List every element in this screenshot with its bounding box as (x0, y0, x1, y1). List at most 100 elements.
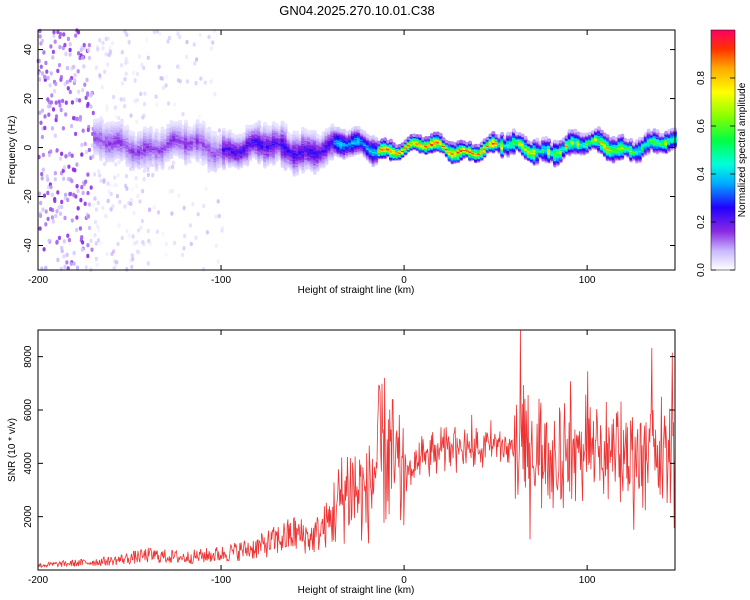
spectrogram-cell (582, 132, 587, 137)
spectrogram-cell (113, 175, 117, 180)
spectrogram-cell (195, 119, 200, 123)
spectrogram-cell (167, 35, 171, 41)
spectrogram-cell (52, 30, 56, 35)
spectrogram-cell (138, 199, 142, 204)
spectrogram-cell (213, 131, 218, 135)
spectrogram-cell (520, 133, 525, 138)
spectrogram-cell (72, 64, 76, 70)
spectrogram-cell (129, 197, 133, 203)
spectrogram-cell (494, 134, 499, 138)
spectrogram-cell (62, 32, 66, 37)
spectrogram-cell (49, 71, 53, 76)
spectrogram-cell (54, 117, 58, 123)
spectrogram-cell (41, 207, 45, 212)
spectrogram-cell (125, 32, 129, 37)
spectrogram-cell (201, 120, 206, 125)
spectrogram-cell (98, 38, 102, 43)
spectrogram-cell (309, 129, 314, 134)
spectrogram-cell (167, 101, 171, 106)
spectrogram-cell (220, 225, 224, 230)
spectrogram-cell (76, 30, 81, 35)
spectrogram-cell (78, 115, 83, 120)
spectrogram-cell (89, 104, 93, 109)
spectrogram-cell (58, 44, 62, 50)
spectrogram-cell (50, 192, 54, 197)
spectrogram-cell (125, 186, 129, 191)
spectrogram-cell (213, 92, 217, 97)
spectrogram-cell (100, 85, 104, 90)
spectrogram-cell (342, 128, 346, 133)
spectrogram-cell (46, 177, 50, 182)
spectrogram-cell (204, 128, 209, 132)
spectrogram-cell (77, 51, 81, 56)
spectrogram-cell (125, 267, 129, 272)
spectrogram-cell (167, 165, 172, 171)
spectrogram-cell (48, 103, 52, 109)
spectrogram-cell (87, 43, 91, 48)
spectrogram-cell (330, 123, 335, 127)
spectrogram-cell (68, 78, 72, 83)
spectrogram-cell (60, 204, 64, 210)
spectrogram-cell (53, 89, 57, 94)
spectrogram-cell (66, 86, 70, 91)
spectrogram-cell (116, 241, 120, 247)
spectrogram-cell (56, 257, 60, 263)
spectrogram-cell (450, 141, 455, 145)
spectrogram-cell (85, 92, 90, 98)
spectrogram-cell (142, 101, 147, 107)
spectrogram-cell (38, 77, 42, 82)
spectrogram-cell (462, 140, 466, 144)
spectrogram-cell (196, 212, 200, 217)
spectrogram-cell (473, 143, 478, 148)
spectrogram-cell (43, 114, 47, 119)
spectrogram-cell (57, 62, 62, 68)
spectrogram-cell (594, 128, 598, 132)
spectrogram-cell (66, 36, 70, 42)
spectrogram-cell (152, 205, 156, 210)
spectrogram-cell (52, 33, 56, 38)
spectrogram-cell (131, 234, 135, 239)
spectrogram-cell (48, 83, 52, 88)
spectrogram-cell (122, 97, 126, 102)
spectrogram-cell (145, 37, 149, 42)
spectrogram-cell (55, 148, 59, 153)
spectrogram-cell (214, 243, 218, 248)
spectrogram-cell (47, 152, 52, 158)
spectrogram-cell (87, 225, 92, 231)
spectrogram-cell (202, 267, 206, 272)
spectrogram-cell (67, 164, 71, 169)
spectrogram-cell (177, 65, 182, 70)
spectrogram-cell (103, 69, 107, 75)
spectrogram-cell (202, 203, 206, 209)
spectrogram-cell (84, 149, 89, 155)
spectrogram-cell (63, 195, 67, 201)
spectrogram-cell (166, 123, 171, 128)
spectrogram-cell (87, 147, 91, 153)
spectrogram-cell (96, 200, 100, 206)
spectrogram-cell (72, 115, 76, 121)
spectrogram-cell (400, 142, 405, 146)
spectrogram-cell (51, 107, 56, 112)
spectrogram-cell (304, 128, 308, 133)
spectrogram-cell (292, 130, 297, 135)
spectrogram-cell (54, 100, 58, 105)
spectrogram-cell (356, 126, 361, 130)
spectrogram-cell (39, 64, 43, 70)
spectrogram-cell (509, 131, 513, 136)
spectrogram-cell (64, 100, 68, 105)
spectrogram-cells (36, 28, 677, 272)
spectrogram-cell (380, 138, 384, 142)
spectrogram-cell (65, 79, 69, 85)
spectrogram-cell (53, 39, 57, 44)
spectrogram-cell (65, 65, 70, 71)
spectrogram-cell (151, 173, 155, 178)
spectrogram-cell (169, 120, 174, 124)
spectrogram-cell (110, 120, 115, 125)
spectrogram-cell (75, 162, 79, 167)
spectrogram-cell (107, 189, 111, 194)
spectrogram-cell (123, 104, 127, 109)
spectrogram-cell (204, 186, 208, 191)
spectrogram-cell (135, 71, 140, 77)
spectrogram-cell (39, 213, 43, 219)
spectrogram-cell (130, 253, 134, 258)
